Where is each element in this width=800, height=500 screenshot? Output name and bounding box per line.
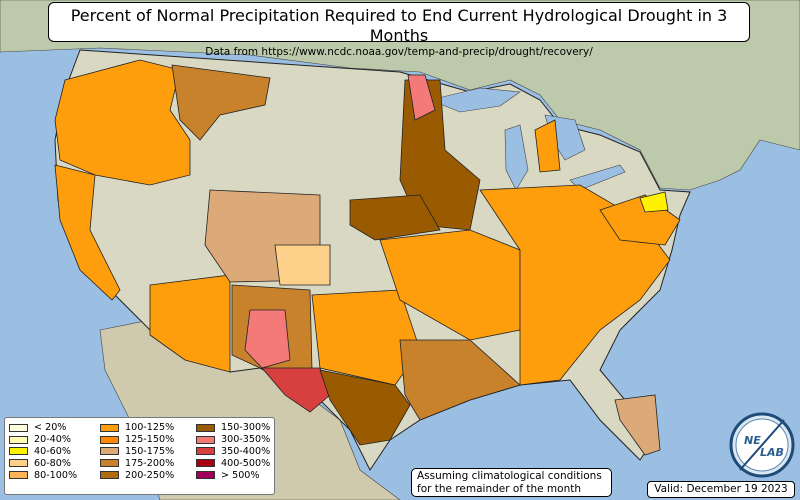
logo-text-bottom: LAB [760, 446, 784, 459]
region-new-mexico-pink [244, 309, 291, 369]
legend-swatch [9, 435, 28, 444]
valid-date: Valid: December 19 2023 [647, 481, 795, 498]
legend-label: 150-300% [221, 422, 271, 434]
legend-swatch [9, 459, 28, 468]
legend-swatch [9, 423, 28, 432]
legend-swatch [9, 471, 28, 480]
region-oklahoma-light [274, 244, 331, 286]
region-pacific-northwest [54, 59, 191, 186]
legend-item: 150-300% [196, 422, 270, 434]
legend-label: 175-200% [125, 457, 175, 469]
legend-swatch [196, 447, 215, 456]
region-michigan [534, 119, 561, 173]
legend-item: 80-100% [9, 469, 77, 481]
legend-label: > 500% [221, 469, 260, 481]
region-california [54, 164, 121, 301]
legend-swatch [100, 471, 119, 480]
legend-item: 200-250% [100, 469, 174, 481]
legend-item: 400-500% [196, 457, 270, 469]
legend-label: 200-250% [125, 469, 175, 481]
legend-item: 300-350% [196, 434, 270, 446]
legend-label: 350-400% [221, 445, 271, 457]
legend-label: 40-60% [34, 445, 71, 457]
legend-swatch [9, 447, 28, 456]
legend-label: 60-80% [34, 457, 71, 469]
logo-text-top: NE [744, 434, 761, 447]
map-title: Percent of Normal Precipitation Required… [70, 6, 728, 45]
legend-item: 350-400% [196, 446, 270, 458]
region-minnesota-pink [407, 74, 436, 121]
region-florida [614, 394, 661, 456]
region-idaho-montana [171, 64, 271, 141]
legend-swatch [100, 423, 119, 432]
legend-item: 150-175% [100, 446, 174, 458]
legend-col-1: < 20% 20-40% 40-60% 60-80% 80-100% [9, 422, 77, 481]
region-central-texas [319, 369, 411, 446]
legend-label: 150-175% [125, 445, 175, 457]
legend-swatch [196, 459, 215, 468]
legend-item: 40-60% [9, 446, 77, 458]
region-iowa [349, 194, 441, 241]
region-dc-yellow [639, 191, 669, 213]
legend-item: < 20% [9, 422, 77, 434]
legend-swatch [100, 459, 119, 468]
note-line-2: for the remainder of the month [417, 483, 582, 495]
legend-label: 125-150% [125, 434, 175, 446]
legend-swatch [100, 435, 119, 444]
legend-item: 175-200% [100, 457, 174, 469]
nexlab-logo: NE LAB [729, 412, 795, 478]
legend-swatch [196, 471, 215, 480]
legend-label: 300-350% [221, 434, 271, 446]
map-subtitle: Data from https://www.ncdc.noaa.gov/temp… [205, 46, 593, 58]
legend-swatch [100, 447, 119, 456]
legend-label: 100-125% [125, 422, 175, 434]
title-box: Percent of Normal Precipitation Required… [48, 2, 750, 58]
legend-col-3: 150-300% 300-350% 350-400% 400-500% > 500% [196, 422, 270, 481]
legend-swatch [196, 423, 215, 432]
note-line-1: Assuming climatological conditions [417, 470, 602, 482]
legend-label: 400-500% [221, 457, 271, 469]
legend-label: 80-100% [34, 469, 78, 481]
legend-label: 20-40% [34, 434, 71, 446]
legend-swatch [196, 435, 215, 444]
legend-item: 125-150% [100, 434, 174, 446]
legend-item: 100-125% [100, 422, 174, 434]
assumption-note: Assuming climatological conditions for t… [411, 468, 612, 497]
region-arizona [149, 274, 231, 373]
legend-item: 60-80% [9, 457, 77, 469]
canada-land [0, 0, 800, 191]
legend-col-2: 100-125% 125-150% 150-175% 175-200% 200-250% [100, 422, 174, 481]
legend-item: > 500% [196, 469, 270, 481]
lake-superior [429, 87, 521, 113]
legend: < 20% 20-40% 40-60% 60-80% 80-100% 100-125% 1… [4, 417, 275, 495]
legend-label: < 20% [34, 422, 67, 434]
lake-michigan [504, 124, 529, 191]
legend-item: 20-40% [9, 434, 77, 446]
region-texas-red [261, 367, 331, 413]
